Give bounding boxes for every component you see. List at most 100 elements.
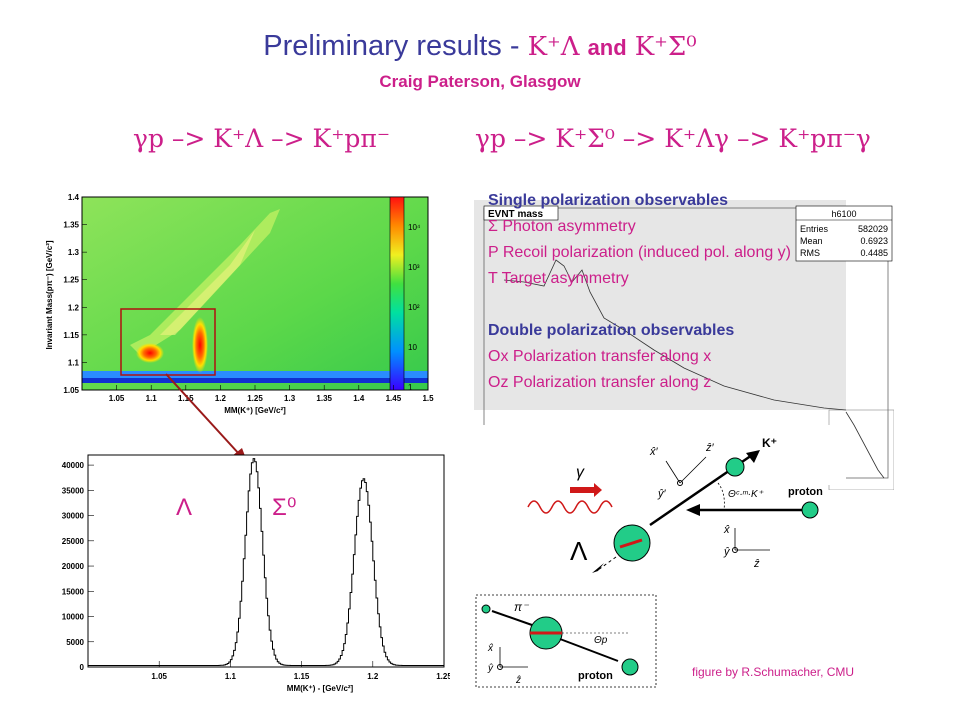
x-prime-label: x̂′ — [649, 446, 659, 458]
proton-target — [801, 501, 819, 519]
heatmap-x-tick-label: 1.4 — [353, 394, 365, 403]
heatmap-x-tick-label: 1.1 — [146, 394, 158, 403]
inset-z-label: ẑ — [515, 675, 521, 686]
peak-y-tick-label: 35000 — [62, 486, 85, 495]
y-axis-dot — [732, 547, 738, 553]
heatmap-y-tick-label: 1.3 — [68, 248, 80, 257]
proton-label: proton — [788, 486, 823, 498]
title-and: and — [587, 35, 627, 60]
peak-y-tick-label: 10000 — [62, 613, 85, 622]
kplus-arrowhead — [746, 450, 760, 463]
peak-curve — [88, 458, 444, 666]
figure-credit: figure by R.Schumacher, CMU — [692, 665, 855, 679]
heatmap-x-tick-label: 1.5 — [422, 394, 434, 403]
peak-x-label: MM(K⁺) - [GeV/c²] — [287, 684, 354, 693]
x-hat-label: x̂ — [723, 524, 730, 536]
z-hat-label: ẑ — [753, 558, 760, 570]
heatmap-x-ticks: 1.05 1.1 1.15 1.2 1.25 1.3 1.35 1.4 1.45 1.5 — [109, 385, 434, 403]
peak-histogram: 0 5000 10000 15000 20000 25000 30000 35000 40000… — [62, 454, 450, 693]
heatmap-x-tick-label: 1.05 — [109, 394, 125, 403]
threshold-band-dark — [82, 378, 428, 383]
colorbar-label: 10⁴ — [408, 223, 421, 232]
heatmap-x-tick-label: 1.3 — [284, 394, 296, 403]
proton-beam-arrowhead — [686, 504, 700, 516]
title-reaction-1: K⁺Λ — [527, 32, 580, 62]
evnt-title-box — [483, 205, 559, 221]
peak-y-tick-label: 40000 — [62, 461, 85, 470]
y-hat-label: ŷ — [723, 546, 731, 558]
colorbar-labels: 10⁴ 10³ 10² 10 1 — [408, 223, 421, 392]
observable-t: T Target asymmetry — [488, 270, 629, 287]
stats-entries-key: Entries — [800, 224, 829, 234]
kplus-particle — [725, 457, 745, 477]
kinematics-diagram: γ proton K⁺ Θᶜ·ᵐ·K⁺ x̂′ ẑ′ ŷ′ x̂ ŷ ẑ Λ π… — [470, 425, 846, 688]
heatmap-x-label: MM(K⁺) [GeV/c²] — [224, 406, 286, 415]
double-pol-heading: Double polarization observables — [488, 322, 735, 339]
heatmap-area — [82, 197, 428, 390]
stats-mean-key: Mean — [800, 236, 823, 246]
heatmap-y-tick-label: 1.05 — [63, 386, 79, 395]
photon-wave — [527, 500, 613, 514]
peak-y-tick-label: 0 — [80, 663, 85, 672]
peak-x-tick-label: 1.1 — [225, 672, 237, 681]
phase-space-band — [130, 209, 280, 355]
heatmap-y-label: Invariant Mass(pπ⁻) [GeV/c²] — [45, 240, 54, 349]
stats-rms-value: 0.4485 — [860, 248, 888, 258]
observable-sigma: Σ Photon asymmetry — [488, 218, 636, 235]
pion-particle — [481, 604, 491, 614]
slide-title: Preliminary results - K⁺Λ and K⁺Σ⁰ — [0, 30, 960, 63]
inset-y-label: ŷ — [487, 663, 494, 674]
inset-y-dot — [497, 664, 503, 670]
evnt-top-panel — [474, 200, 852, 410]
peak-y-tick-label: 20000 — [62, 562, 85, 571]
stats-entries-value: 582029 — [858, 224, 888, 234]
author-line: Craig Paterson, Glasgow — [379, 72, 581, 91]
peak-x-tick-label: 1.25 — [436, 672, 450, 681]
observable-ox: Ox Polarization transfer along x — [488, 348, 712, 365]
observables-list: Single polarization observables Σ Photon… — [488, 188, 908, 396]
lambda-spin-arrow — [619, 538, 643, 549]
colorbar-label: 10 — [408, 343, 417, 352]
heatmap-y-tick-label: 1.35 — [63, 221, 79, 230]
lambda-decay-line — [597, 556, 617, 571]
peak-y-tick-label: 5000 — [66, 638, 84, 647]
stats-rms-key: RMS — [800, 248, 820, 258]
evnt-curve — [503, 259, 847, 411]
inset-x-label: x̂ — [487, 642, 494, 654]
heatmap-x-tick-label: 1.15 — [178, 394, 194, 403]
x-prime-axis — [665, 460, 681, 484]
reaction-sigma: γp –> K⁺Σ⁰ –> K⁺Λγ –> K⁺pπ⁻γ — [475, 124, 871, 153]
peak-frame — [87, 454, 445, 668]
evnt-curve-tail — [845, 411, 885, 479]
heatmap-y-tick-label: 1.2 — [68, 303, 80, 312]
heatmap-x-tick-label: 1.25 — [247, 394, 263, 403]
theta-p-label: Θp — [594, 635, 608, 646]
title-reaction-2: K⁺Σ⁰ — [634, 32, 697, 62]
peak-y-tick-label: 25000 — [62, 537, 85, 546]
peak-y-ticks: 0 5000 10000 15000 20000 25000 30000 35000 40000 — [62, 461, 94, 672]
heatmap-y-tick-label: 1.1 — [68, 358, 80, 367]
colorbar — [389, 196, 405, 391]
pion-line — [491, 610, 533, 626]
title-prefix: Preliminary results - — [263, 30, 528, 62]
reaction-lambda: γp –> K⁺Λ –> K⁺pπ⁻ — [133, 124, 391, 153]
kplus-label: K⁺ — [762, 436, 777, 450]
heatmap-x-tick-label: 1.35 — [316, 394, 332, 403]
colorbar-label: 1 — [408, 383, 413, 392]
z-prime-axis — [679, 456, 707, 484]
photon-direction-arrow — [570, 483, 602, 497]
connector-line — [165, 373, 241, 456]
proton-decay-label: proton — [578, 670, 613, 682]
heatmap-x-tick-label: 1.45 — [386, 394, 402, 403]
evnt-mass-histogram: EVNT mass h6100 Entries 582029 Mean 0.69… — [474, 200, 894, 490]
evnt-title: EVNT mass — [488, 209, 543, 220]
heatmap-x-tick-label: 1.2 — [215, 394, 227, 403]
sigma-hotspot — [192, 317, 208, 373]
z-prime-label: ẑ′ — [705, 442, 715, 454]
heatmap-y-tick-label: 1.4 — [68, 193, 80, 202]
stats-box — [795, 205, 893, 262]
peak-x-tick-label: 1.05 — [151, 672, 167, 681]
peak-x-tick-label: 1.2 — [367, 672, 379, 681]
lambda-hotspot — [136, 343, 164, 363]
